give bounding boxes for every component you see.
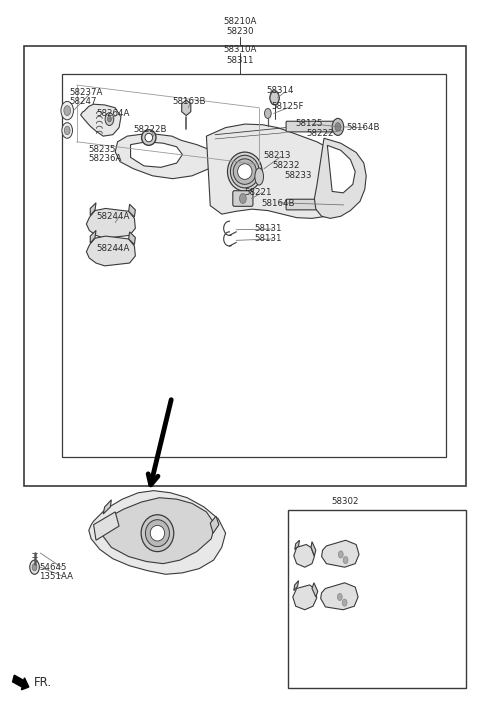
Polygon shape bbox=[129, 232, 135, 245]
Polygon shape bbox=[94, 512, 119, 540]
Circle shape bbox=[61, 101, 73, 120]
Polygon shape bbox=[314, 138, 366, 218]
Text: 58164B: 58164B bbox=[262, 199, 295, 208]
FancyBboxPatch shape bbox=[286, 199, 335, 210]
Polygon shape bbox=[90, 203, 96, 216]
Text: 58247: 58247 bbox=[70, 97, 97, 106]
Circle shape bbox=[62, 123, 72, 138]
Ellipse shape bbox=[145, 520, 169, 547]
Text: 58244A: 58244A bbox=[96, 244, 130, 252]
Text: 58311: 58311 bbox=[226, 56, 254, 65]
Circle shape bbox=[342, 599, 347, 606]
Ellipse shape bbox=[141, 515, 174, 552]
Bar bbox=[24, 46, 466, 486]
Circle shape bbox=[30, 560, 39, 574]
Polygon shape bbox=[327, 145, 355, 193]
Circle shape bbox=[64, 126, 70, 135]
Polygon shape bbox=[295, 540, 300, 549]
Text: 58213: 58213 bbox=[263, 152, 290, 160]
Text: 58131: 58131 bbox=[254, 224, 282, 233]
Text: 58164B: 58164B bbox=[347, 123, 380, 132]
Circle shape bbox=[332, 118, 344, 135]
Polygon shape bbox=[322, 540, 359, 567]
Polygon shape bbox=[90, 230, 96, 243]
Text: 58237A: 58237A bbox=[70, 88, 103, 96]
Text: 58222: 58222 bbox=[306, 129, 334, 138]
Polygon shape bbox=[206, 124, 358, 218]
Ellipse shape bbox=[142, 130, 156, 145]
Text: FR.: FR. bbox=[34, 676, 52, 688]
Polygon shape bbox=[81, 104, 121, 136]
Circle shape bbox=[270, 91, 279, 105]
Polygon shape bbox=[103, 500, 111, 514]
Circle shape bbox=[332, 196, 344, 213]
Polygon shape bbox=[293, 585, 317, 610]
Circle shape bbox=[337, 593, 342, 601]
Circle shape bbox=[264, 108, 271, 118]
Polygon shape bbox=[115, 133, 215, 179]
Ellipse shape bbox=[230, 155, 259, 188]
Text: 58233: 58233 bbox=[284, 172, 312, 180]
Text: 58221: 58221 bbox=[245, 189, 272, 197]
Text: 58232: 58232 bbox=[272, 162, 300, 170]
Circle shape bbox=[343, 557, 348, 564]
Circle shape bbox=[240, 194, 246, 203]
Text: 58302: 58302 bbox=[332, 498, 360, 506]
Ellipse shape bbox=[228, 152, 262, 191]
FancyArrow shape bbox=[12, 675, 29, 690]
Circle shape bbox=[64, 106, 71, 116]
Text: 58163B: 58163B bbox=[173, 97, 206, 106]
Polygon shape bbox=[86, 236, 135, 266]
Text: 58264A: 58264A bbox=[96, 109, 130, 118]
Ellipse shape bbox=[238, 164, 252, 179]
Polygon shape bbox=[210, 516, 219, 533]
Bar bbox=[288, 510, 466, 688]
Ellipse shape bbox=[233, 159, 256, 184]
Bar bbox=[62, 74, 446, 457]
Text: 58222B: 58222B bbox=[133, 125, 167, 133]
Text: 58314: 58314 bbox=[266, 86, 294, 95]
Ellipse shape bbox=[255, 168, 264, 185]
Polygon shape bbox=[321, 583, 358, 610]
Text: 58230: 58230 bbox=[226, 28, 254, 36]
Circle shape bbox=[32, 564, 37, 571]
Text: 58235: 58235 bbox=[89, 145, 116, 154]
Polygon shape bbox=[101, 498, 215, 564]
Ellipse shape bbox=[150, 525, 165, 541]
Circle shape bbox=[105, 113, 114, 125]
Polygon shape bbox=[311, 542, 316, 556]
Text: 58210A: 58210A bbox=[223, 17, 257, 26]
Circle shape bbox=[335, 123, 341, 131]
Circle shape bbox=[335, 201, 341, 209]
Polygon shape bbox=[294, 581, 299, 591]
Text: 58236A: 58236A bbox=[89, 155, 122, 163]
Circle shape bbox=[338, 551, 343, 558]
Polygon shape bbox=[86, 208, 135, 238]
Polygon shape bbox=[181, 100, 191, 116]
Circle shape bbox=[108, 116, 111, 122]
Text: 58125: 58125 bbox=[295, 119, 323, 128]
Polygon shape bbox=[131, 142, 182, 167]
Text: 58131: 58131 bbox=[254, 234, 282, 242]
FancyBboxPatch shape bbox=[286, 121, 335, 132]
Text: 58125F: 58125F bbox=[271, 102, 304, 111]
Polygon shape bbox=[89, 491, 226, 574]
FancyBboxPatch shape bbox=[233, 191, 253, 206]
Text: 58310A: 58310A bbox=[223, 45, 257, 54]
Polygon shape bbox=[129, 204, 135, 217]
Text: 58244A: 58244A bbox=[96, 212, 130, 220]
Text: 1351AA: 1351AA bbox=[39, 572, 73, 581]
Text: 54645: 54645 bbox=[39, 563, 67, 571]
Polygon shape bbox=[312, 583, 318, 597]
Ellipse shape bbox=[145, 133, 153, 142]
Polygon shape bbox=[294, 545, 314, 567]
